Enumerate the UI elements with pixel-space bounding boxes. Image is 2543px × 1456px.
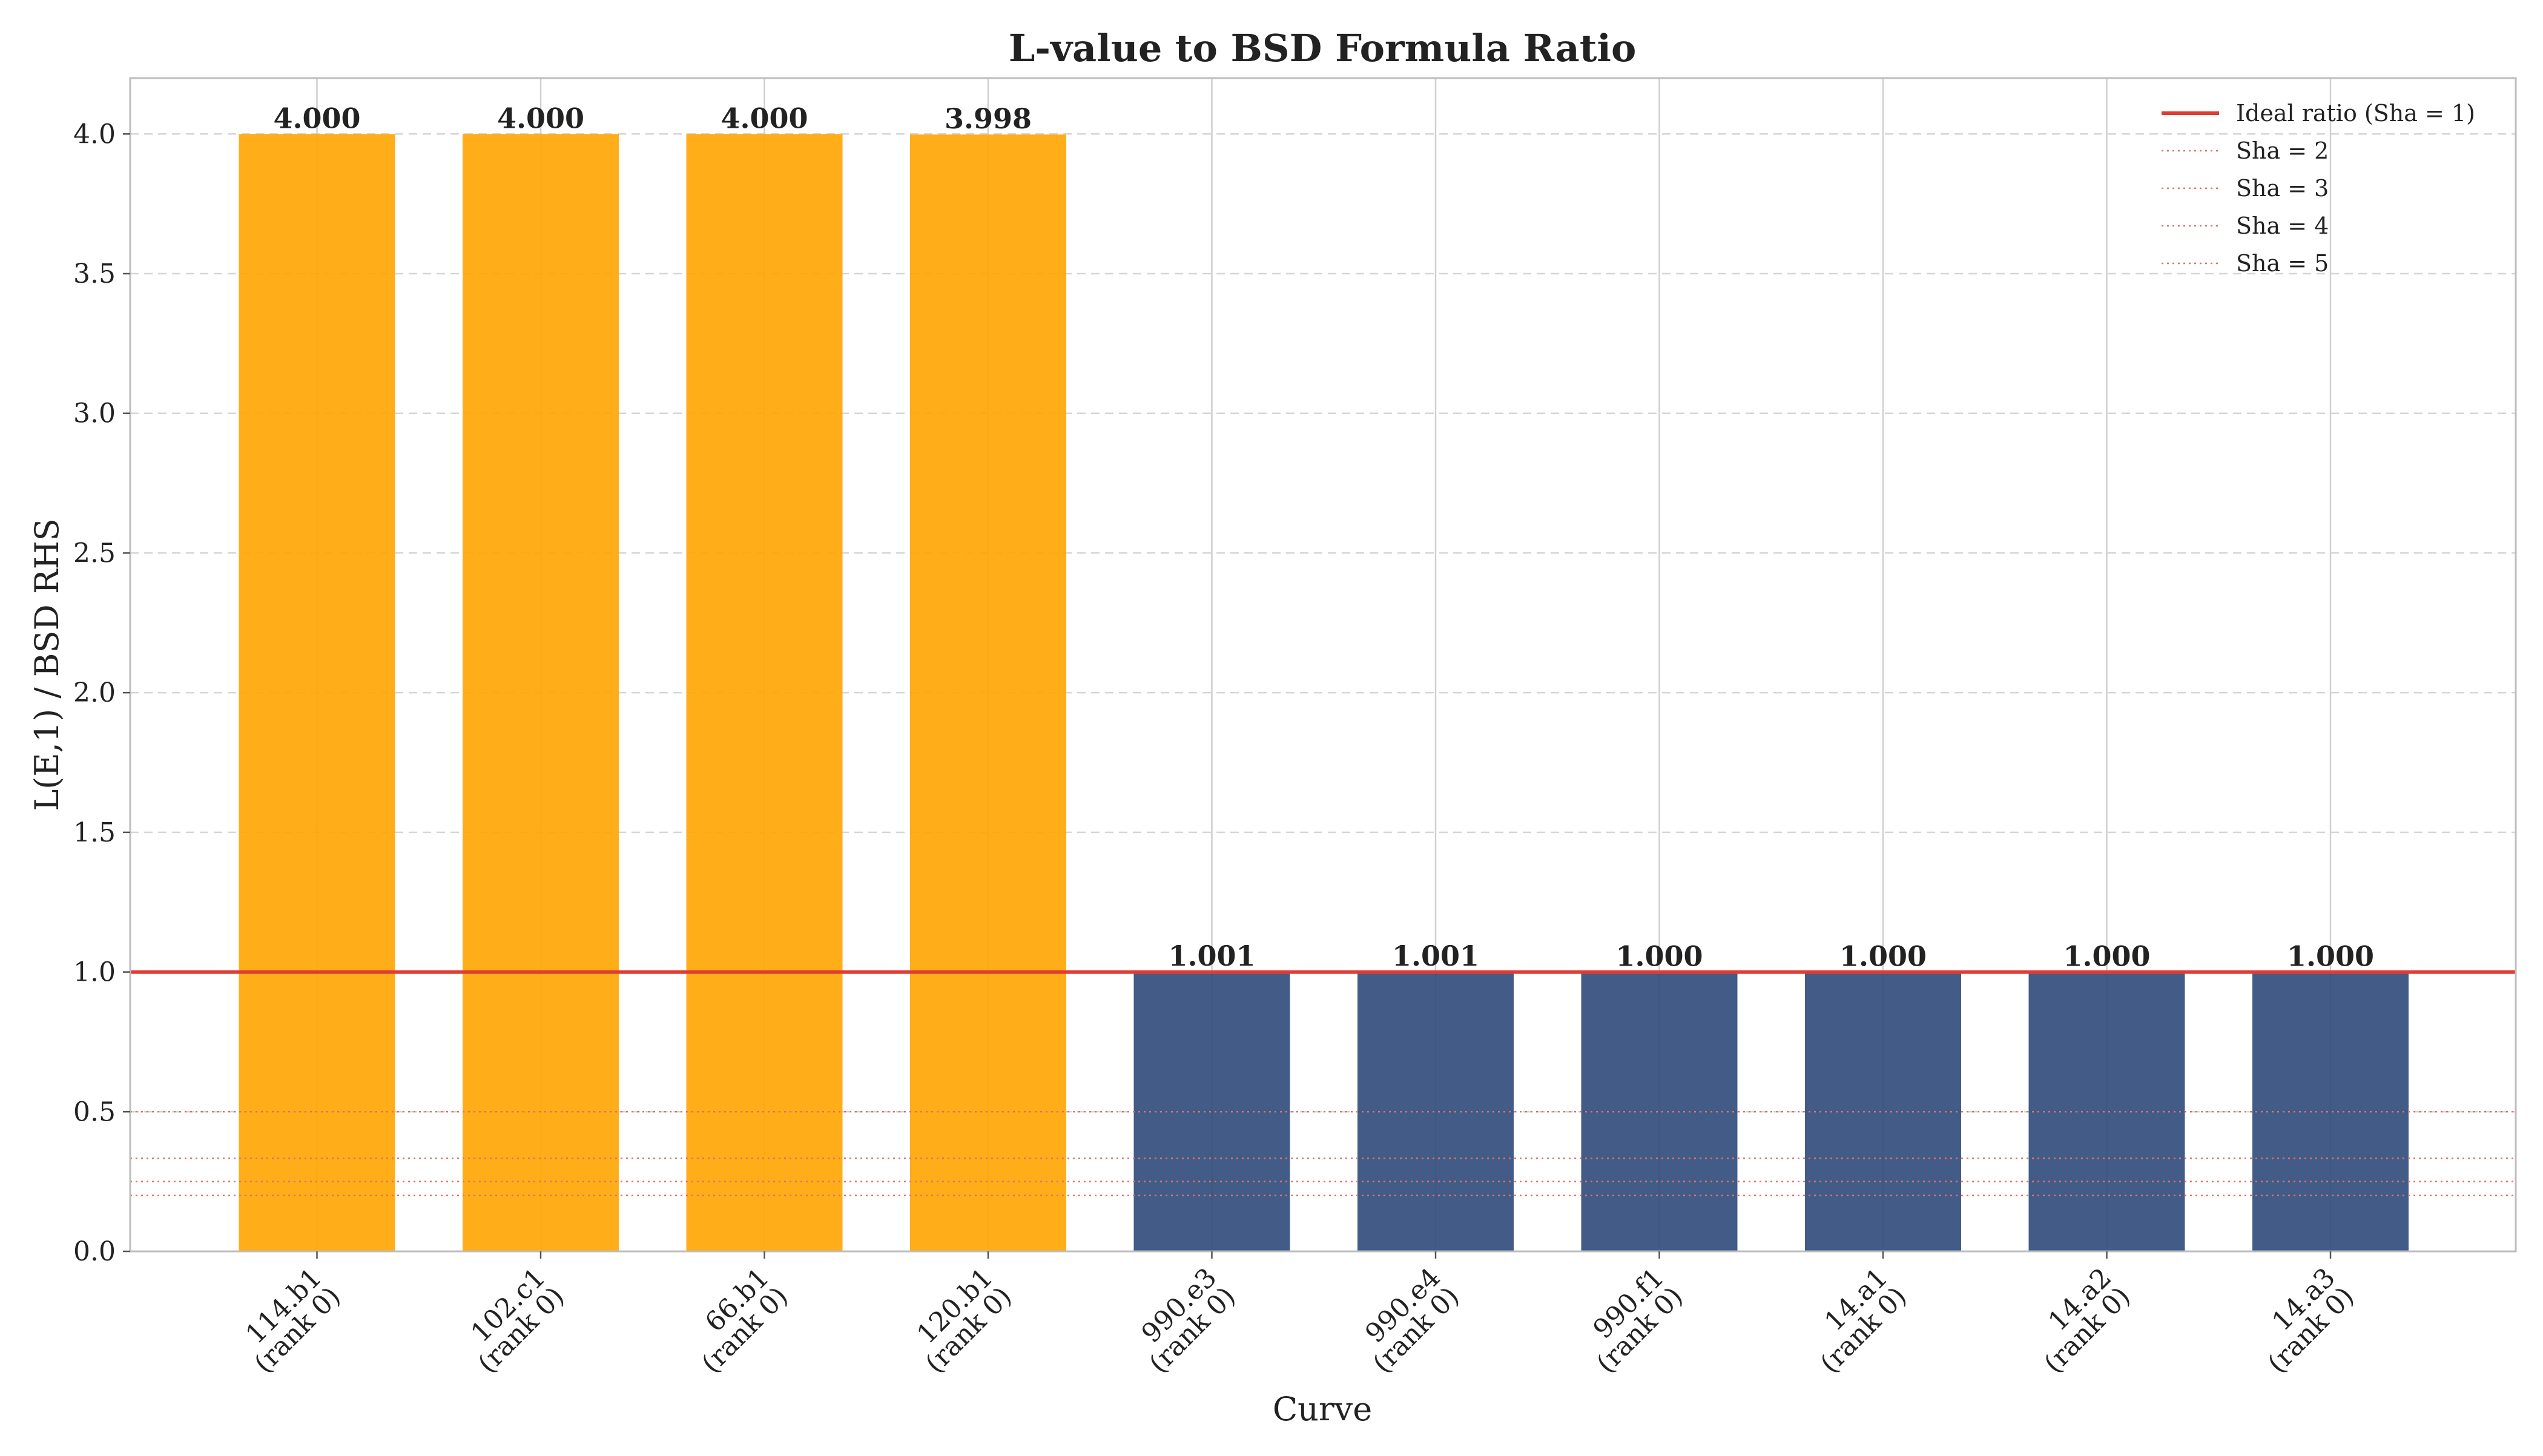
y-tick-label: 0.0 bbox=[73, 1236, 116, 1267]
bar bbox=[2028, 972, 2185, 1251]
bar bbox=[2252, 972, 2409, 1251]
x-axis-label: Curve bbox=[1273, 1390, 1372, 1428]
chart-title: L-value to BSD Formula Ratio bbox=[1009, 26, 1637, 70]
plot-frame bbox=[129, 77, 2517, 1253]
data-label: 1.000 bbox=[1839, 940, 1927, 973]
data-label: 1.001 bbox=[1392, 940, 1479, 972]
legend-label: Sha = 4 bbox=[2236, 212, 2329, 239]
bar bbox=[463, 134, 619, 1251]
data-label: 4.000 bbox=[721, 102, 808, 134]
x-tick-label: 66.b1(rank 0) bbox=[677, 1262, 794, 1379]
data-label: 1.000 bbox=[1615, 940, 1703, 973]
bar bbox=[1805, 972, 1961, 1251]
y-tick-label: 0.5 bbox=[73, 1096, 116, 1127]
data-label: 3.998 bbox=[945, 102, 1032, 135]
reference-lines-layer bbox=[130, 970, 2516, 1196]
y-tick-label: 1.5 bbox=[73, 817, 116, 848]
data-labels-layer: 4.000 4.000 4.000 3.998 1.001 1.001 1.000 1.000… bbox=[273, 102, 2374, 972]
legend-label: Ideal ratio (Sha = 1) bbox=[2236, 100, 2475, 127]
legend-label: Sha = 2 bbox=[2236, 137, 2329, 164]
x-tick-label: 990.f1(rank 0) bbox=[1572, 1262, 1689, 1379]
data-label: 1.001 bbox=[1168, 940, 1255, 972]
bar bbox=[686, 134, 843, 1251]
x-tick-label: 102.c1(rank 0) bbox=[453, 1262, 570, 1379]
x-tick-label: 14.a1(rank 0) bbox=[1795, 1262, 1912, 1379]
bar bbox=[1357, 972, 1514, 1251]
y-tick-label: 4.0 bbox=[73, 119, 116, 150]
y-tick-label: 2.5 bbox=[73, 538, 116, 568]
data-label: 4.000 bbox=[273, 102, 360, 134]
bars-layer bbox=[239, 134, 2409, 1251]
legend-label: Sha = 5 bbox=[2236, 250, 2329, 277]
bar bbox=[1581, 972, 1738, 1251]
x-tick-label: 14.a2(rank 0) bbox=[2019, 1262, 2136, 1379]
data-label: 1.000 bbox=[2287, 940, 2374, 973]
x-tick-label: 120.b1(rank 0) bbox=[900, 1262, 1017, 1379]
y-tick-label: 1.0 bbox=[73, 957, 116, 988]
x-tick-label: 114.b1(rank 0) bbox=[229, 1262, 346, 1379]
y-axis-label: L(E,1) / BSD RHS bbox=[28, 518, 66, 811]
bar bbox=[239, 134, 395, 1251]
y-tick-label: 3.5 bbox=[73, 259, 116, 289]
x-tick-label: 14.a3(rank 0) bbox=[2243, 1262, 2360, 1379]
data-label: 4.000 bbox=[497, 102, 584, 134]
y-tick-label: 2.0 bbox=[73, 677, 116, 708]
bar bbox=[910, 134, 1066, 1251]
legend-label: Sha = 3 bbox=[2236, 175, 2329, 202]
y-tick-label: 3.0 bbox=[73, 398, 116, 429]
legend: Ideal ratio (Sha = 1) Sha = 2 Sha = 3 Sha =… bbox=[2162, 100, 2475, 277]
data-label: 1.000 bbox=[2063, 940, 2150, 973]
bar bbox=[1133, 972, 1290, 1251]
x-tick-label: 990.e3(rank 0) bbox=[1124, 1262, 1241, 1379]
x-tick-label: 990.e4(rank 0) bbox=[1348, 1262, 1465, 1379]
